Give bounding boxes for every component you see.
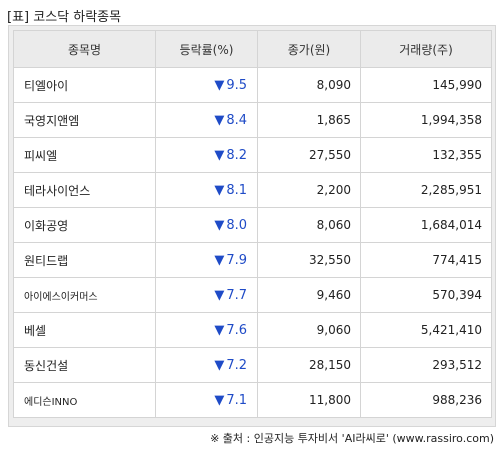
close-price: 1,865: [257, 102, 361, 138]
close-price: 8,090: [257, 67, 361, 103]
change-rate-value: 8.4: [226, 112, 247, 128]
change-rate: ▼ 7.6: [155, 312, 258, 348]
close-price: 27,550: [257, 137, 361, 173]
down-arrow-icon: ▼: [214, 147, 225, 163]
down-arrow-icon: ▼: [214, 182, 225, 198]
table-header-row: 종목명 등락률(%) 종가(원) 거래량(주): [13, 30, 492, 68]
header-stock-name: 종목명: [13, 30, 156, 68]
change-rate-value: 8.1: [226, 182, 247, 198]
down-arrow-icon: ▼: [214, 322, 225, 338]
stock-name: 동신건설: [13, 347, 156, 383]
table-row: 국영지앤엠 ▼ 8.4 1,865 1,994,358: [13, 102, 492, 138]
close-price: 2,200: [257, 172, 361, 208]
volume: 293,512: [360, 347, 492, 383]
close-price: 32,550: [257, 242, 361, 278]
table-row: 이화공영 ▼ 8.0 8,060 1,684,014: [13, 207, 492, 243]
change-rate: ▼ 8.0: [155, 207, 258, 243]
table-row: 테라사이언스 ▼ 8.1 2,200 2,285,951: [13, 172, 492, 208]
volume: 132,355: [360, 137, 492, 173]
volume: 774,415: [360, 242, 492, 278]
change-rate: ▼ 9.5: [155, 67, 258, 103]
table-row: 티엘아이 ▼ 9.5 8,090 145,990: [13, 67, 492, 103]
volume: 5,421,410: [360, 312, 492, 348]
down-arrow-icon: ▼: [214, 392, 225, 408]
change-rate-value: 7.6: [226, 322, 247, 338]
close-price: 11,800: [257, 382, 361, 418]
close-price: 9,460: [257, 277, 361, 313]
change-rate: ▼ 8.2: [155, 137, 258, 173]
header-close-price: 종가(원): [257, 30, 361, 68]
close-price: 9,060: [257, 312, 361, 348]
down-arrow-icon: ▼: [214, 252, 225, 268]
down-arrow-icon: ▼: [214, 217, 225, 233]
down-arrow-icon: ▼: [214, 77, 225, 93]
table-row: 원티드랩 ▼ 7.9 32,550 774,415: [13, 242, 492, 278]
change-rate: ▼ 7.7: [155, 277, 258, 313]
stock-name: 원티드랩: [13, 242, 156, 278]
change-rate-value: 7.2: [226, 357, 247, 373]
table-row: 피씨엘 ▼ 8.2 27,550 132,355: [13, 137, 492, 173]
header-volume: 거래량(주): [360, 30, 492, 68]
down-arrow-icon: ▼: [214, 112, 225, 128]
stock-name: 테라사이언스: [13, 172, 156, 208]
down-arrow-icon: ▼: [214, 357, 225, 373]
volume: 570,394: [360, 277, 492, 313]
change-rate-value: 9.5: [226, 77, 247, 93]
table-row: 에디슨INNO ▼ 7.1 11,800 988,236: [13, 382, 492, 418]
change-rate: ▼ 8.4: [155, 102, 258, 138]
header-change-rate: 등락률(%): [155, 30, 258, 68]
close-price: 28,150: [257, 347, 361, 383]
stock-name: 베셀: [13, 312, 156, 348]
volume: 2,285,951: [360, 172, 492, 208]
stock-name: 아이에스이커머스: [13, 277, 156, 313]
table-row: 아이에스이커머스 ▼ 7.7 9,460 570,394: [13, 277, 492, 313]
change-rate-value: 8.2: [226, 147, 247, 163]
volume: 1,684,014: [360, 207, 492, 243]
change-rate: ▼ 7.1: [155, 382, 258, 418]
stock-name: 피씨엘: [13, 137, 156, 173]
stock-name: 에디슨INNO: [13, 382, 156, 418]
table-row: 베셀 ▼ 7.6 9,060 5,421,410: [13, 312, 492, 348]
volume: 145,990: [360, 67, 492, 103]
source-note: ※ 출처 : 인공지능 투자비서 'AI라씨로' (www.rassiro.co…: [210, 432, 494, 445]
change-rate-value: 8.0: [226, 217, 247, 233]
change-rate: ▼ 8.1: [155, 172, 258, 208]
change-rate-value: 7.1: [226, 392, 247, 408]
down-arrow-icon: ▼: [214, 287, 225, 303]
close-price: 8,060: [257, 207, 361, 243]
stock-name: 국영지앤엠: [13, 102, 156, 138]
change-rate: ▼ 7.9: [155, 242, 258, 278]
change-rate-value: 7.7: [226, 287, 247, 303]
volume: 1,994,358: [360, 102, 492, 138]
change-rate: ▼ 7.2: [155, 347, 258, 383]
stock-name: 이화공영: [13, 207, 156, 243]
table-row: 동신건설 ▼ 7.2 28,150 293,512: [13, 347, 492, 383]
change-rate-value: 7.9: [226, 252, 247, 268]
stock-name: 티엘아이: [13, 67, 156, 103]
stock-table: 종목명 등락률(%) 종가(원) 거래량(주) 티엘아이 ▼ 9.5 8,090 145…: [13, 30, 492, 418]
volume: 988,236: [360, 382, 492, 418]
page-title: [표] 코스닥 하락종목: [7, 10, 122, 25]
